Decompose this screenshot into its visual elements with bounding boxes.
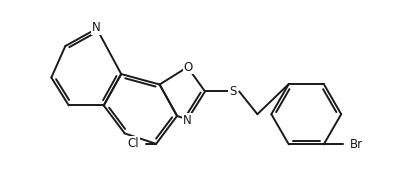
Text: Cl: Cl — [127, 137, 139, 150]
Text: S: S — [229, 85, 236, 98]
Text: O: O — [183, 61, 192, 74]
Text: N: N — [92, 21, 101, 34]
Text: Br: Br — [350, 138, 363, 151]
Text: N: N — [183, 114, 191, 127]
